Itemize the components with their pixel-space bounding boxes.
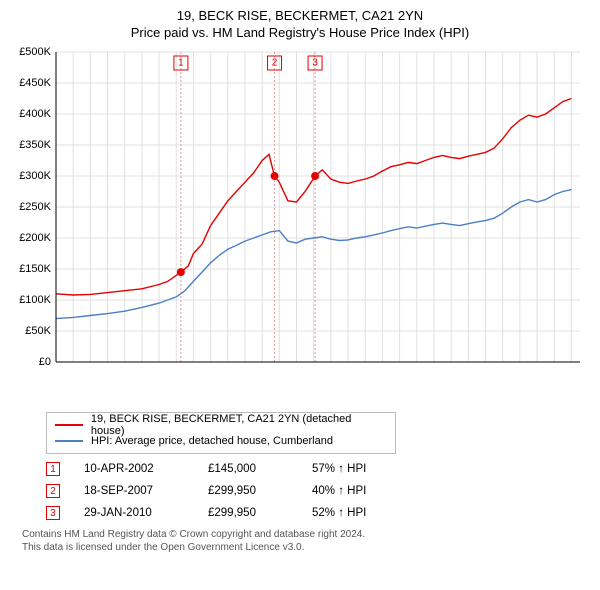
sale-number-box: 1 xyxy=(46,462,60,476)
chart-container: 19, BECK RISE, BECKERMET, CA21 2YN Price… xyxy=(0,0,600,590)
sale-marker-dot xyxy=(177,268,185,276)
legend-box: 19, BECK RISE, BECKERMET, CA21 2YN (deta… xyxy=(46,412,396,454)
sale-date: 29-JAN-2010 xyxy=(84,507,184,519)
sale-number-box: 2 xyxy=(46,484,60,498)
sale-diff: 40% ↑ HPI xyxy=(312,485,402,497)
footer-attribution: Contains HM Land Registry data © Crown c… xyxy=(22,528,590,554)
sale-diff: 52% ↑ HPI xyxy=(312,507,402,519)
sale-price: £299,950 xyxy=(208,507,288,519)
y-tick-label: £250K xyxy=(19,201,51,213)
sale-diff: 57% ↑ HPI xyxy=(312,463,402,475)
sale-price: £299,950 xyxy=(208,485,288,497)
sale-marker-dot xyxy=(311,172,319,180)
title-block: 19, BECK RISE, BECKERMET, CA21 2YN Price… xyxy=(10,8,590,40)
legend-item: 19, BECK RISE, BECKERMET, CA21 2YN (deta… xyxy=(55,417,387,433)
footer-line1: Contains HM Land Registry data © Crown c… xyxy=(22,528,590,541)
y-tick-label: £300K xyxy=(19,170,51,182)
footer-line2: This data is licensed under the Open Gov… xyxy=(22,541,590,554)
sales-table: 1 10-APR-2002 £145,000 57% ↑ HPI 2 18-SEP-200… xyxy=(46,458,590,524)
sale-date: 18-SEP-2007 xyxy=(84,485,184,497)
legend-swatch xyxy=(55,440,83,442)
y-tick-label: £100K xyxy=(19,294,51,306)
line-chart-svg: £0 £50K £100K £150K £200K £250K £300K £350K £400… xyxy=(10,46,590,406)
y-tick-label: £450K xyxy=(19,77,51,89)
sale-price: £145,000 xyxy=(208,463,288,475)
sale-number-box: 3 xyxy=(46,506,60,520)
sale-row: 1 10-APR-2002 £145,000 57% ↑ HPI xyxy=(46,458,590,480)
sale-row: 3 29-JAN-2010 £299,950 52% ↑ HPI xyxy=(46,502,590,524)
y-tick-label: £500K xyxy=(19,46,51,58)
sale-date: 10-APR-2002 xyxy=(84,463,184,475)
sale-marker-number: 1 xyxy=(178,58,184,69)
y-tick-label: £350K xyxy=(19,139,51,151)
chart-subtitle: Price paid vs. HM Land Registry's House … xyxy=(10,25,590,40)
y-tick-label: £200K xyxy=(19,232,51,244)
chart-title: 19, BECK RISE, BECKERMET, CA21 2YN xyxy=(10,8,590,23)
sale-marker-dot xyxy=(271,172,279,180)
legend-swatch xyxy=(55,424,83,426)
y-tick-label: £0 xyxy=(39,356,51,368)
legend-label: HPI: Average price, detached house, Cumb… xyxy=(91,435,333,447)
sale-row: 2 18-SEP-2007 £299,950 40% ↑ HPI xyxy=(46,480,590,502)
sale-marker-number: 2 xyxy=(272,58,278,69)
chart-area: £0 £50K £100K £150K £200K £250K £300K £350K £400… xyxy=(10,46,590,406)
y-tick-label: £150K xyxy=(19,263,51,275)
y-tick-label: £50K xyxy=(25,325,51,337)
legend-label: 19, BECK RISE, BECKERMET, CA21 2YN (deta… xyxy=(91,413,387,437)
sale-marker-number: 3 xyxy=(312,58,318,69)
y-tick-label: £400K xyxy=(19,108,51,120)
